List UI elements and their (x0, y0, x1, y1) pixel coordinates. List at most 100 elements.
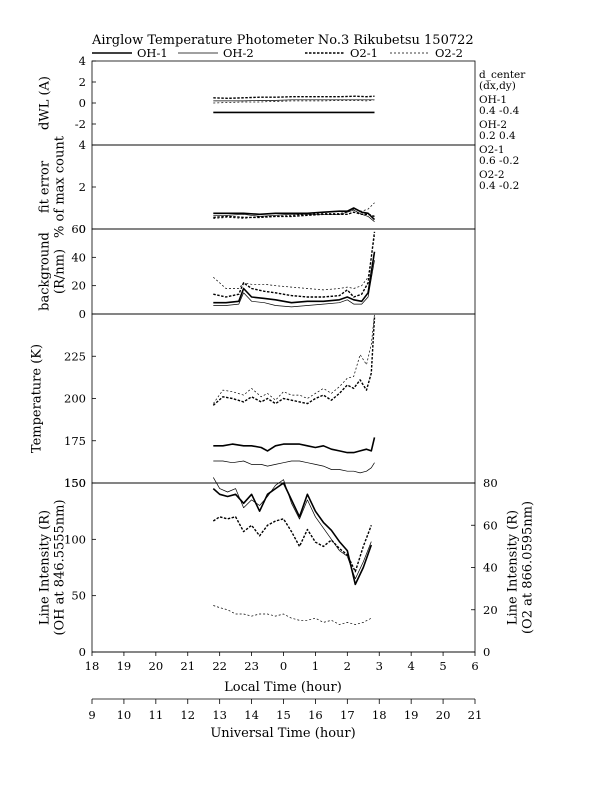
y-tick-label: 150 (64, 476, 86, 490)
y-axis-label-fit_error-text-0: fit error (38, 160, 53, 213)
series-line-oh-1-fit_error (213, 207, 376, 221)
y-axis-label-dwl-text-0: dWL (A) (38, 76, 53, 130)
y-axis-label-line_intensity-text-1: (OH at 846.5555nm) (53, 499, 68, 635)
local-time-tick-label: 22 (212, 659, 227, 673)
legend-label-o2-2: O2-2 (435, 46, 463, 60)
y-axis-label-fit_error: fit error% of max count (38, 135, 68, 238)
local-time-tick-label: 23 (244, 659, 259, 673)
y-tick-label: 175 (64, 434, 86, 448)
universal-time-tick-label: 17 (340, 708, 355, 722)
local-time-tick-label: 6 (471, 659, 478, 673)
series-line-o2-1-fit_error (213, 211, 375, 219)
y-axis-label-background-text-0: background (38, 232, 53, 311)
y-tick-label: -2 (75, 117, 86, 131)
series-line-o2-2-temperature (213, 313, 375, 404)
universal-time-tick-label: 21 (468, 708, 483, 722)
side-note-header-0: d_center (479, 69, 526, 81)
legend: OH-1 OH-2 O2-1 O2-2 (92, 46, 463, 60)
y-axis-label-background-text-1: (R/nm) (53, 249, 68, 294)
y-right-tick-label: 60 (483, 518, 498, 532)
side-note-name-o2-2: O2-2 (479, 169, 505, 181)
series-line-o2-1-background (213, 231, 376, 298)
series-line-o2-2-background (213, 236, 375, 291)
universal-time-tick-label: 20 (436, 708, 451, 722)
local-time-tick-label: 18 (85, 659, 100, 673)
legend-label-o2-1: O2-1 (350, 46, 378, 60)
universal-time-tick-label: 16 (308, 708, 323, 722)
panel-dwl: 4 2 0 -2 dWL (A) (38, 54, 476, 146)
y-tick-label: 60 (71, 222, 86, 236)
y-right-tick-label: 40 (483, 561, 498, 575)
universal-time-tick-label: 13 (212, 708, 227, 722)
universal-time-tick-label: 9 (88, 708, 95, 722)
local-time-tick-label: 2 (344, 659, 351, 673)
y-right-axis-label-text-1: (O2 at 866.0595nm) (521, 501, 536, 634)
series-line-oh-1-background (213, 251, 376, 304)
panel-background: 60 40 20 0 background (R/nm) (38, 222, 476, 321)
universal-time-tick-label: 19 (404, 708, 419, 722)
legend-label-oh-2: OH-2 (223, 46, 254, 60)
y-axis-label-line_intensity-text-0: Line Intensity (R) (38, 510, 53, 625)
y-right-axis-label-text-0: Line Intensity (R) (506, 510, 521, 625)
side-note-header-1: (dx,dy) (479, 80, 516, 92)
universal-time-tick-label: 18 (372, 708, 387, 722)
panel-frame (91, 60, 476, 146)
y-tick-label: 0 (79, 222, 86, 236)
legend-label-oh-1: OH-1 (137, 46, 168, 60)
series-line-oh-1-temperature (213, 437, 376, 454)
series-line-o2-2-fit_error (213, 202, 375, 219)
y-tick-label: 2 (79, 75, 86, 89)
side-note-values-oh-1: 0.4 -0.4 (479, 105, 520, 117)
local-time-tick-label: 5 (439, 659, 446, 673)
y-tick-label: 0 (79, 96, 86, 110)
y-tick-label: 50 (71, 589, 86, 603)
y-axis-label-background: background (R/nm) (38, 232, 68, 311)
local-time-tick-label: 1 (312, 659, 319, 673)
universal-time-tick-label: 12 (180, 708, 195, 722)
side-note-name-oh-1: OH-1 (479, 94, 507, 106)
series-line-o2-2-line_intensity (213, 605, 372, 625)
universal-time-label: Universal Time (hour) (210, 726, 355, 741)
y-tick-label: 2 (79, 180, 86, 194)
y-axis-label-line_intensity: Line Intensity (R) (OH at 846.5555nm) (38, 499, 68, 635)
y-tick-label: 20 (71, 279, 86, 293)
universal-time-tick-label: 14 (244, 708, 259, 722)
series-line-o2-1-temperature (212, 317, 376, 406)
y-axis-label-fit_error-text-1: % of max count (53, 135, 68, 238)
y-tick-label: 100 (64, 532, 86, 546)
y-tick-label: 200 (64, 392, 86, 406)
y-tick-label: 40 (71, 250, 86, 264)
series-line-oh-2-line_intensity (212, 477, 372, 580)
series-line-oh-2-dwl (213, 99, 375, 102)
y-axis-label-temperature: Temperature (K) (30, 344, 45, 453)
y-axis-label-temperature-text-0: Temperature (K) (30, 344, 45, 453)
side-note-values-oh-2: 0.2 0.4 (479, 130, 516, 142)
x-axes: Local Time (hour) Universal Time (hour) … (85, 651, 483, 741)
local-time-tick-label: 0 (280, 659, 287, 673)
panel-fit_error: 4 2 0 fit error% of max count (38, 135, 476, 238)
panel-frame (91, 482, 476, 653)
series-line-oh-1-line_intensity (212, 482, 373, 586)
universal-time-tick-label: 15 (276, 708, 291, 722)
y-tick-label: 0 (79, 645, 86, 659)
y-right-tick-label: 0 (483, 645, 490, 659)
y-tick-label: 0 (79, 307, 86, 321)
y-tick-label: 225 (64, 349, 86, 363)
local-time-tick-label: 3 (376, 659, 383, 673)
local-time-tick-label: 20 (149, 659, 164, 673)
series-line-o2-2-dwl (213, 99, 375, 104)
local-time-tick-label: 19 (117, 659, 132, 673)
side-note-name-oh-2: OH-2 (479, 119, 507, 131)
y-tick-label: 4 (79, 54, 86, 68)
series-line-oh-2-background (213, 260, 375, 308)
local-time-tick-label: 21 (180, 659, 195, 673)
series-line-o2-1-dwl (213, 95, 375, 100)
y-axis-label-dwl: dWL (A) (38, 76, 53, 130)
y-right-axis-label: Line Intensity (R) (O2 at 866.0595nm) (506, 501, 536, 634)
y-tick-label: 150 (64, 476, 86, 490)
y-right-tick-label: 20 (483, 603, 498, 617)
local-time-label: Local Time (hour) (224, 680, 342, 695)
